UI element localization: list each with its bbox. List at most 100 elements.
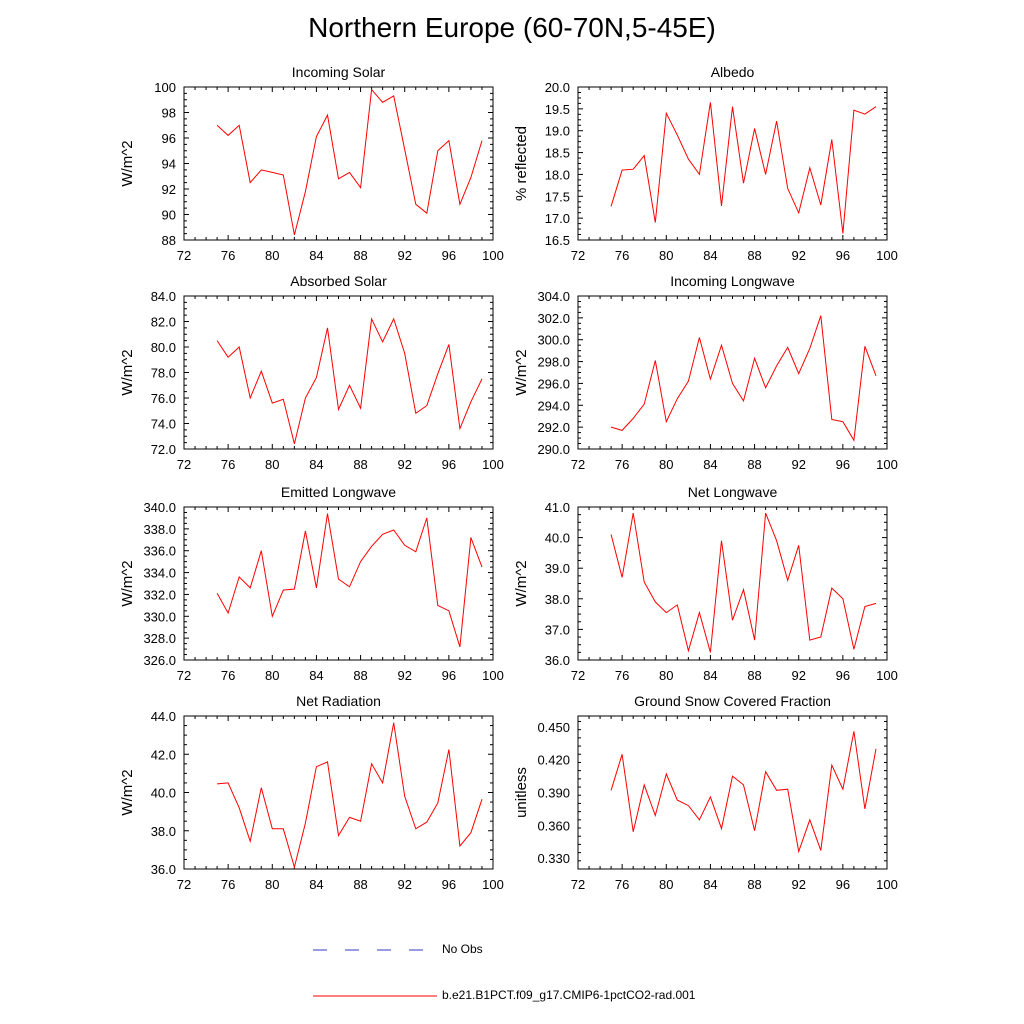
plot-frame (183, 295, 494, 450)
x-tick-label: 84 (309, 877, 323, 892)
y-tick-label: 36.0 (545, 653, 570, 668)
y-tick-label: 298.0 (537, 355, 570, 370)
panel-title: Albedo (711, 64, 755, 80)
y-tick-label: 44.0 (151, 709, 176, 724)
y-tick-label: 84.0 (151, 289, 176, 304)
x-tick-label: 80 (265, 248, 279, 263)
y-tick-label: 72.0 (151, 442, 176, 457)
x-tick-label: 100 (482, 668, 504, 683)
x-tick-label: 80 (265, 668, 279, 683)
panel-8: Ground Snow Covered Fraction unitless 72 76… (513, 693, 898, 892)
y-tick-label: 18.5 (545, 146, 570, 161)
y-axis-label: W/m^2 (119, 140, 136, 186)
x-tick-label: 92 (397, 668, 411, 683)
y-axis-label: W/m^2 (119, 769, 136, 815)
y-tick-label: 294.0 (537, 398, 570, 413)
y-tick-label: 16.5 (545, 233, 570, 248)
x-tick-label: 88 (353, 248, 367, 263)
x-tick-label: 92 (791, 668, 805, 683)
y-tick-label: 100 (154, 80, 176, 95)
x-tick-label: 72 (571, 668, 585, 683)
y-tick-label: 88 (162, 233, 176, 248)
x-tick-label: 92 (397, 877, 411, 892)
panel-3: Absorbed Solar W/m^2 72 76 80 84 88 92 96 100 72.0… (119, 273, 504, 472)
y-tick-label: 334.0 (143, 566, 176, 581)
y-tick-label: 17.5 (545, 189, 570, 204)
x-tick-label: 100 (482, 457, 504, 472)
y-tick-label: 38.0 (151, 824, 176, 839)
x-tick-label: 96 (442, 248, 456, 263)
plot-frame (183, 506, 494, 661)
x-tick-label: 92 (397, 248, 411, 263)
panel-title: Emitted Longwave (281, 484, 396, 500)
x-tick-label: 100 (876, 248, 898, 263)
y-tick-label: 0.450 (537, 720, 570, 735)
y-tick-label: 82.0 (151, 315, 176, 330)
y-axis-label: W/m^2 (513, 349, 530, 395)
plot-frame (577, 295, 888, 450)
x-tick-label: 72 (177, 877, 191, 892)
panel-title: Ground Snow Covered Fraction (634, 693, 831, 709)
y-tick-label: 0.330 (537, 851, 570, 866)
y-tick-label: 37.0 (545, 622, 570, 637)
x-tick-label: 88 (747, 668, 761, 683)
y-tick-label: 20.0 (545, 80, 570, 95)
x-tick-label: 88 (747, 457, 761, 472)
y-tick-label: 19.5 (545, 102, 570, 117)
x-tick-label: 96 (836, 668, 850, 683)
panel-title: Net Longwave (688, 484, 778, 500)
x-tick-label: 92 (791, 877, 805, 892)
x-tick-label: 80 (659, 248, 673, 263)
x-tick-label: 96 (442, 457, 456, 472)
panel-title: Incoming Solar (292, 64, 386, 80)
series-line (216, 317, 483, 445)
panel-2: Albedo % reflected 72 76 80 84 88 92 96 100 16.5 17… (513, 64, 898, 263)
x-tick-label: 84 (703, 248, 717, 263)
x-tick-label: 88 (747, 877, 761, 892)
x-tick-label: 84 (703, 668, 717, 683)
x-tick-label: 76 (221, 248, 235, 263)
y-tick-label: 332.0 (143, 587, 176, 602)
y-tick-label: 292.0 (537, 420, 570, 435)
x-tick-label: 92 (397, 457, 411, 472)
y-tick-label: 328.0 (143, 631, 176, 646)
panel-1: Incoming Solar W/m^2 72 76 80 84 88 92 96 100 88 90… (119, 64, 504, 263)
x-tick-label: 92 (791, 457, 805, 472)
x-tick-label: 84 (309, 457, 323, 472)
x-tick-label: 72 (571, 457, 585, 472)
y-axis-label: % reflected (513, 126, 530, 201)
y-tick-label: 296.0 (537, 376, 570, 391)
y-tick-label: 40.0 (151, 786, 176, 801)
x-tick-label: 80 (265, 457, 279, 472)
y-tick-label: 0.360 (537, 818, 570, 833)
x-tick-label: 80 (659, 457, 673, 472)
y-tick-label: 36.0 (151, 862, 176, 877)
x-tick-label: 84 (703, 877, 717, 892)
panel-5: Emitted Longwave W/m^2 72 76 80 84 88 92 96 100 32… (119, 484, 504, 683)
x-tick-label: 84 (309, 668, 323, 683)
y-axis-label: W/m^2 (119, 560, 136, 606)
series-line (610, 731, 877, 854)
plot-frame (577, 506, 888, 661)
x-tick-label: 88 (353, 668, 367, 683)
x-tick-label: 100 (482, 248, 504, 263)
series-line (610, 102, 877, 234)
series-line (217, 722, 483, 870)
series-line (216, 513, 483, 648)
x-tick-label: 80 (659, 877, 673, 892)
y-tick-label: 76.0 (151, 391, 176, 406)
x-tick-label: 76 (221, 668, 235, 683)
series-line (216, 88, 483, 236)
x-tick-label: 100 (876, 668, 898, 683)
y-tick-label: 39.0 (545, 561, 570, 576)
panel-6: Net Longwave W/m^2 72 76 80 84 88 92 96 100 36.0 37… (513, 484, 898, 683)
x-tick-label: 96 (836, 877, 850, 892)
x-tick-label: 80 (265, 877, 279, 892)
x-tick-label: 72 (177, 668, 191, 683)
x-tick-label: 96 (442, 668, 456, 683)
x-tick-label: 100 (876, 877, 898, 892)
y-axis-label: unitless (513, 767, 530, 818)
series-line (610, 315, 877, 442)
panel-title: Absorbed Solar (290, 273, 387, 289)
